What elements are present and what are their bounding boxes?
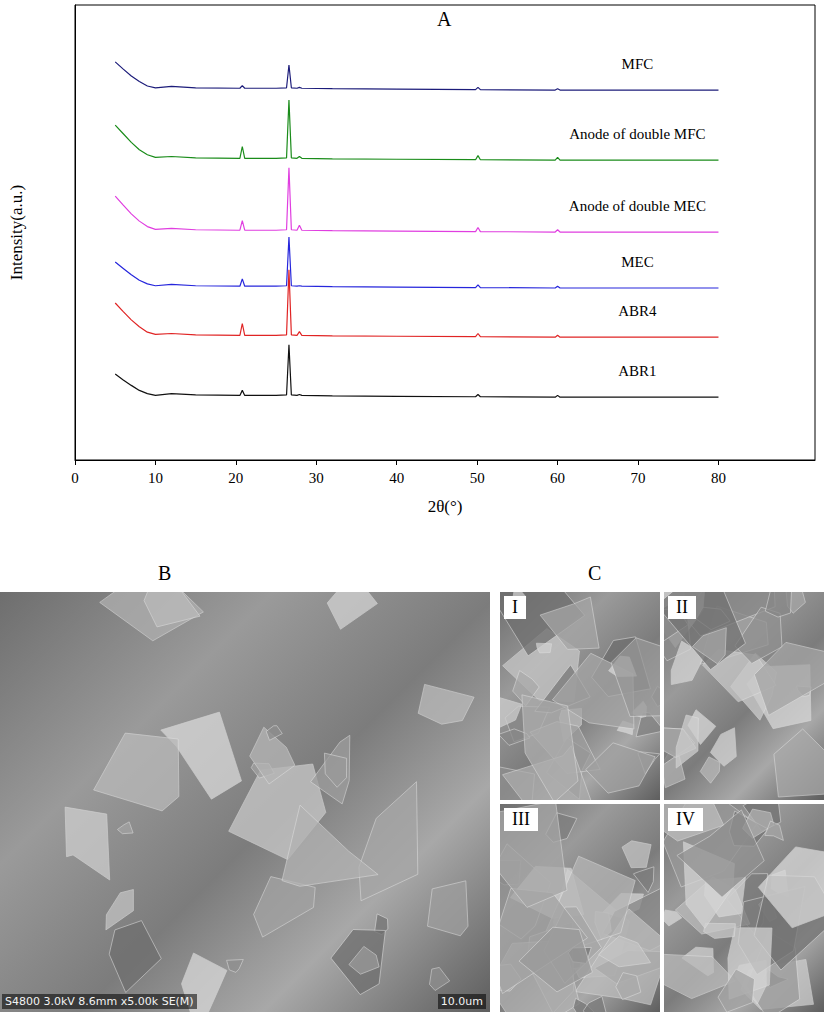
svg-text:30: 30 — [309, 470, 324, 486]
svg-text:MFC: MFC — [622, 56, 654, 72]
svg-text:ABR4: ABR4 — [618, 303, 657, 319]
svg-text:50: 50 — [470, 470, 485, 486]
svg-text:80: 80 — [711, 470, 726, 486]
html-text:I: I — [512, 597, 518, 617]
html-text:III: III — [512, 809, 530, 829]
svg-text:Intensity(a.u.): Intensity(a.u.) — [7, 185, 26, 280]
svg-text:40: 40 — [389, 470, 404, 486]
html-text:IV: IV — [676, 809, 695, 829]
svg-text:10: 10 — [148, 470, 163, 486]
svg-text:2θ(°): 2θ(°) — [428, 497, 463, 516]
svg-text:20: 20 — [228, 470, 243, 486]
html-text:S4800 3.0kV 8.6mm x5.00k SE(M): S4800 3.0kV 8.6mm x5.00k SE(M) — [5, 995, 194, 1008]
svg-text:Anode of double MFC: Anode of double MFC — [569, 126, 705, 142]
svg-text:70: 70 — [631, 470, 646, 486]
svg-text:ABR1: ABR1 — [618, 363, 656, 379]
svg-text:Anode of double MEC: Anode of double MEC — [569, 198, 706, 214]
html-text:B: B — [158, 562, 172, 584]
html-text:C: C — [588, 562, 602, 584]
svg-text:A: A — [437, 8, 452, 30]
html-text:II: II — [676, 597, 688, 617]
svg-text:0: 0 — [71, 470, 79, 486]
html-text:10.0um: 10.0um — [440, 995, 483, 1008]
svg-text:60: 60 — [550, 470, 565, 486]
svg-text:MEC: MEC — [621, 254, 654, 270]
